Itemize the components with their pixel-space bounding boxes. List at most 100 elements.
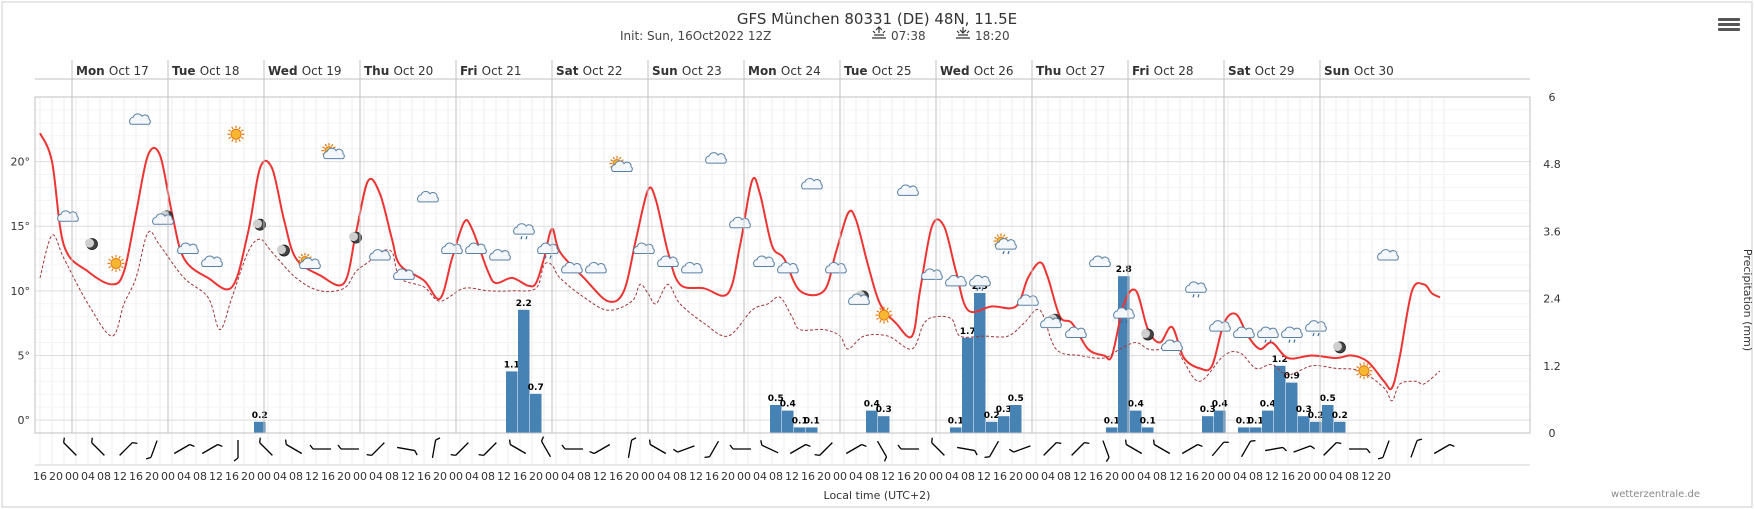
hour-tick-label: 08 xyxy=(193,470,207,483)
day-label: Thu Oct 20 xyxy=(364,64,433,78)
wind-barb xyxy=(217,443,223,448)
wind-shaft xyxy=(708,440,720,458)
cloud-shape xyxy=(1209,320,1231,332)
cloud-shape xyxy=(633,242,655,255)
precip-bar-label: 0.1 xyxy=(1104,416,1120,426)
precip-bar xyxy=(1322,405,1334,433)
wind-barb xyxy=(930,437,933,443)
cloud-shape xyxy=(441,242,463,255)
cloud-icon xyxy=(57,210,79,222)
sun-ray xyxy=(610,159,613,162)
wind-shaft xyxy=(1181,443,1199,455)
cloud-shape xyxy=(129,113,151,125)
sunset-icon xyxy=(956,27,970,39)
sun-ray xyxy=(309,256,312,259)
sun-ray xyxy=(330,143,334,147)
credit: wetterzentrale.de xyxy=(1611,489,1700,500)
hour-tick-label: 04 xyxy=(1329,470,1343,483)
precip-tick-label: 0 xyxy=(1549,427,1556,440)
wind-barb xyxy=(1152,439,1155,445)
wind-barb-icon xyxy=(957,446,978,456)
sun-ray xyxy=(298,256,301,259)
chart-menu-button[interactable] xyxy=(1718,16,1740,36)
wind-shaft xyxy=(119,442,133,456)
hour-tick-label: 16 xyxy=(321,470,335,483)
cloud-icon xyxy=(657,255,679,267)
precip-tick-label: 2.4 xyxy=(1543,293,1561,306)
sun-ray xyxy=(240,136,244,140)
wind-barb xyxy=(760,440,763,446)
cloud-shape xyxy=(1161,339,1183,351)
wind-shaft xyxy=(540,440,552,458)
cloud-icon xyxy=(1089,255,1111,267)
cloud-icon xyxy=(825,262,847,274)
hour-tick-label: 04 xyxy=(753,470,767,483)
cloud-icon xyxy=(705,152,727,164)
rain-drop xyxy=(520,235,523,240)
wind-barb xyxy=(1366,448,1371,454)
wind-barb xyxy=(814,454,820,457)
rain-icon xyxy=(1305,320,1327,337)
cloud-shape xyxy=(1185,281,1207,293)
moon-lit xyxy=(85,238,94,248)
cloud-shape xyxy=(369,249,391,261)
precip-bar xyxy=(1334,421,1346,433)
hour-tick-label: 00 xyxy=(929,470,943,483)
wind-barb xyxy=(189,443,195,448)
precip-bar xyxy=(1214,410,1226,433)
hour-tick-label: 08 xyxy=(961,470,975,483)
precip-bar xyxy=(878,416,890,433)
day-label: Fri Oct 21 xyxy=(460,64,521,78)
wind-barb xyxy=(62,437,65,443)
wind-barb xyxy=(648,439,651,445)
wind-barb-icon xyxy=(1377,440,1390,460)
wind-barb xyxy=(435,437,441,441)
hour-tick-label: 12 xyxy=(113,470,127,483)
hour-tick-label: 12 xyxy=(1265,470,1279,483)
sun-cloud-icon xyxy=(321,143,345,160)
rain-icon xyxy=(1185,281,1207,298)
moon-icon xyxy=(1141,328,1154,341)
precip-bar xyxy=(1238,427,1250,433)
wind-shaft xyxy=(397,446,415,452)
precip-bar-label: 0.4 xyxy=(1260,400,1276,410)
wind-barb xyxy=(704,456,710,459)
sun-cloud-icon xyxy=(297,252,321,269)
wind-barb-icon xyxy=(450,442,469,457)
wind-barb-icon xyxy=(540,436,552,458)
day-label: Wed Oct 26 xyxy=(940,64,1014,78)
day-label: Sat Oct 29 xyxy=(1228,64,1295,78)
rain-drop xyxy=(1125,319,1128,324)
wind-shaft xyxy=(63,442,77,456)
rain-drop xyxy=(1312,332,1315,337)
precip-bar-label: 0.4 xyxy=(780,400,796,410)
precip-bar xyxy=(1298,416,1310,433)
sun-ray xyxy=(118,268,121,272)
sun-ray xyxy=(1005,236,1008,240)
cloud-shape xyxy=(1281,326,1303,339)
hour-tick-label: 16 xyxy=(609,470,623,483)
sun-ray xyxy=(238,139,241,142)
rain-icon xyxy=(1257,326,1279,343)
sun-ray xyxy=(994,236,997,240)
wind-barb xyxy=(1336,441,1342,444)
moon-icon xyxy=(85,238,98,250)
wind-barb xyxy=(1250,439,1256,442)
cloud-shape xyxy=(561,262,583,274)
precip-tick-label: 3.6 xyxy=(1543,225,1561,238)
precip-bar xyxy=(794,427,806,433)
cloud-shape xyxy=(1257,326,1279,339)
precip-bar-label: 0.2 xyxy=(984,411,1000,421)
hour-tick-label: 16 xyxy=(129,470,143,483)
cloud-icon xyxy=(465,242,487,255)
hour-tick-label: 16 xyxy=(225,470,239,483)
hour-tick-label: 12 xyxy=(881,470,895,483)
hour-tick-label: 12 xyxy=(977,470,991,483)
sun-cloud-icon xyxy=(609,156,633,173)
hour-tick-label: 08 xyxy=(769,470,783,483)
sun-ray xyxy=(111,255,114,259)
wind-barb-icon xyxy=(704,440,720,459)
hour-tick-label: 20 xyxy=(1297,470,1311,483)
cloud-icon xyxy=(1377,249,1399,261)
